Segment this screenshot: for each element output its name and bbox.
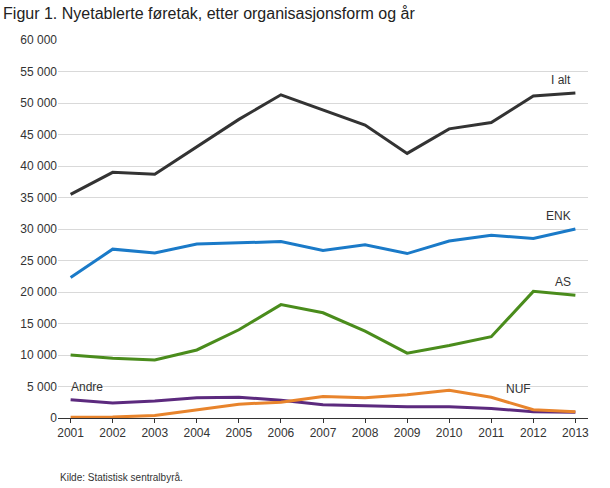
svg-text:2007: 2007 bbox=[310, 426, 337, 440]
svg-text:20 000: 20 000 bbox=[20, 285, 57, 299]
svg-text:30 000: 30 000 bbox=[20, 222, 57, 236]
svg-text:NUF: NUF bbox=[506, 382, 531, 396]
svg-text:2013: 2013 bbox=[562, 426, 589, 440]
svg-text:2003: 2003 bbox=[141, 426, 168, 440]
svg-text:15 000: 15 000 bbox=[20, 317, 57, 331]
svg-text:2005: 2005 bbox=[226, 426, 253, 440]
svg-text:0: 0 bbox=[50, 411, 57, 425]
svg-text:2010: 2010 bbox=[436, 426, 463, 440]
svg-text:ENK: ENK bbox=[546, 209, 571, 223]
svg-text:60 000: 60 000 bbox=[20, 33, 57, 47]
svg-text:Kilde: Statistisk sentralbyrå.: Kilde: Statistisk sentralbyrå. bbox=[60, 472, 183, 483]
svg-text:2012: 2012 bbox=[520, 426, 547, 440]
svg-text:2004: 2004 bbox=[183, 426, 210, 440]
svg-text:AS: AS bbox=[555, 275, 571, 289]
svg-text:45 000: 45 000 bbox=[20, 128, 57, 142]
svg-text:10 000: 10 000 bbox=[20, 348, 57, 362]
svg-text:I alt: I alt bbox=[551, 73, 571, 87]
svg-text:Figur 1. Nyetablerte føretak,: Figur 1. Nyetablerte føretak, etter orga… bbox=[3, 5, 415, 22]
svg-text:55 000: 55 000 bbox=[20, 65, 57, 79]
svg-text:2011: 2011 bbox=[478, 426, 504, 440]
svg-text:2006: 2006 bbox=[268, 426, 295, 440]
svg-text:50 000: 50 000 bbox=[20, 96, 57, 110]
svg-text:2008: 2008 bbox=[352, 426, 379, 440]
svg-text:2002: 2002 bbox=[99, 426, 126, 440]
svg-text:35 000: 35 000 bbox=[20, 191, 57, 205]
svg-text:5 000: 5 000 bbox=[27, 380, 57, 394]
svg-text:2001: 2001 bbox=[57, 426, 84, 440]
svg-text:2009: 2009 bbox=[394, 426, 421, 440]
svg-text:25 000: 25 000 bbox=[20, 254, 57, 268]
svg-text:40 000: 40 000 bbox=[20, 159, 57, 173]
svg-text:Andre: Andre bbox=[71, 380, 103, 394]
